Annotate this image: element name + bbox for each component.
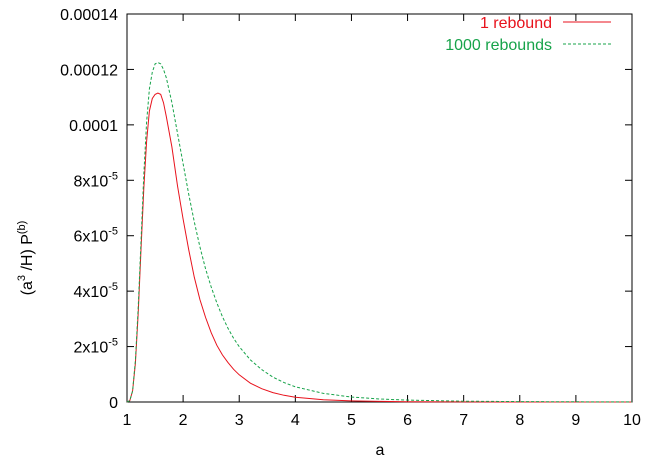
y-tick-label: 0.0001 bbox=[69, 118, 118, 135]
y-tick-label: 0.00014 bbox=[60, 7, 118, 24]
x-axis-label: a bbox=[376, 442, 385, 459]
series-line bbox=[126, 61, 633, 403]
x-tick-label: 4 bbox=[291, 412, 300, 429]
series-layer bbox=[126, 61, 633, 403]
x-tick-label: 3 bbox=[235, 412, 244, 429]
y-tick-label: 2x10-5 bbox=[74, 337, 118, 357]
x-tick-label: 8 bbox=[515, 412, 524, 429]
x-tick-label: 2 bbox=[179, 412, 188, 429]
legend-label: 1000 rebounds bbox=[445, 37, 552, 54]
legend: 1 rebound 1000 rebounds bbox=[445, 15, 611, 54]
x-tick-label: 5 bbox=[347, 412, 356, 429]
legend-label: 1 rebound bbox=[480, 15, 552, 32]
x-axis-ticks: 1 2 3 4 5 6 7 8 9 10 bbox=[123, 14, 641, 429]
x-tick-label: 9 bbox=[571, 412, 580, 429]
y-tick-label: 0 bbox=[109, 395, 118, 412]
series-line bbox=[126, 92, 632, 403]
x-tick-label: 1 bbox=[123, 412, 132, 429]
y-axis-ticks: 0 2x10-5 4x10-5 6x10-5 8x10-5 0.0001 0.00012 0.… bbox=[60, 7, 632, 412]
plot-frame bbox=[126, 13, 633, 403]
y-axis-label: (a3 /H) P(b) bbox=[16, 221, 36, 296]
y-tick-label: 4x10-5 bbox=[74, 281, 118, 301]
y-tick-label: 6x10-5 bbox=[74, 226, 118, 246]
y-tick-label: 0.00012 bbox=[60, 62, 118, 79]
x-tick-label: 6 bbox=[403, 412, 412, 429]
plot-area bbox=[126, 13, 633, 403]
x-tick-label: 10 bbox=[623, 412, 641, 429]
y-tick-label: 8x10-5 bbox=[74, 170, 118, 190]
x-tick-label: 7 bbox=[459, 412, 468, 429]
